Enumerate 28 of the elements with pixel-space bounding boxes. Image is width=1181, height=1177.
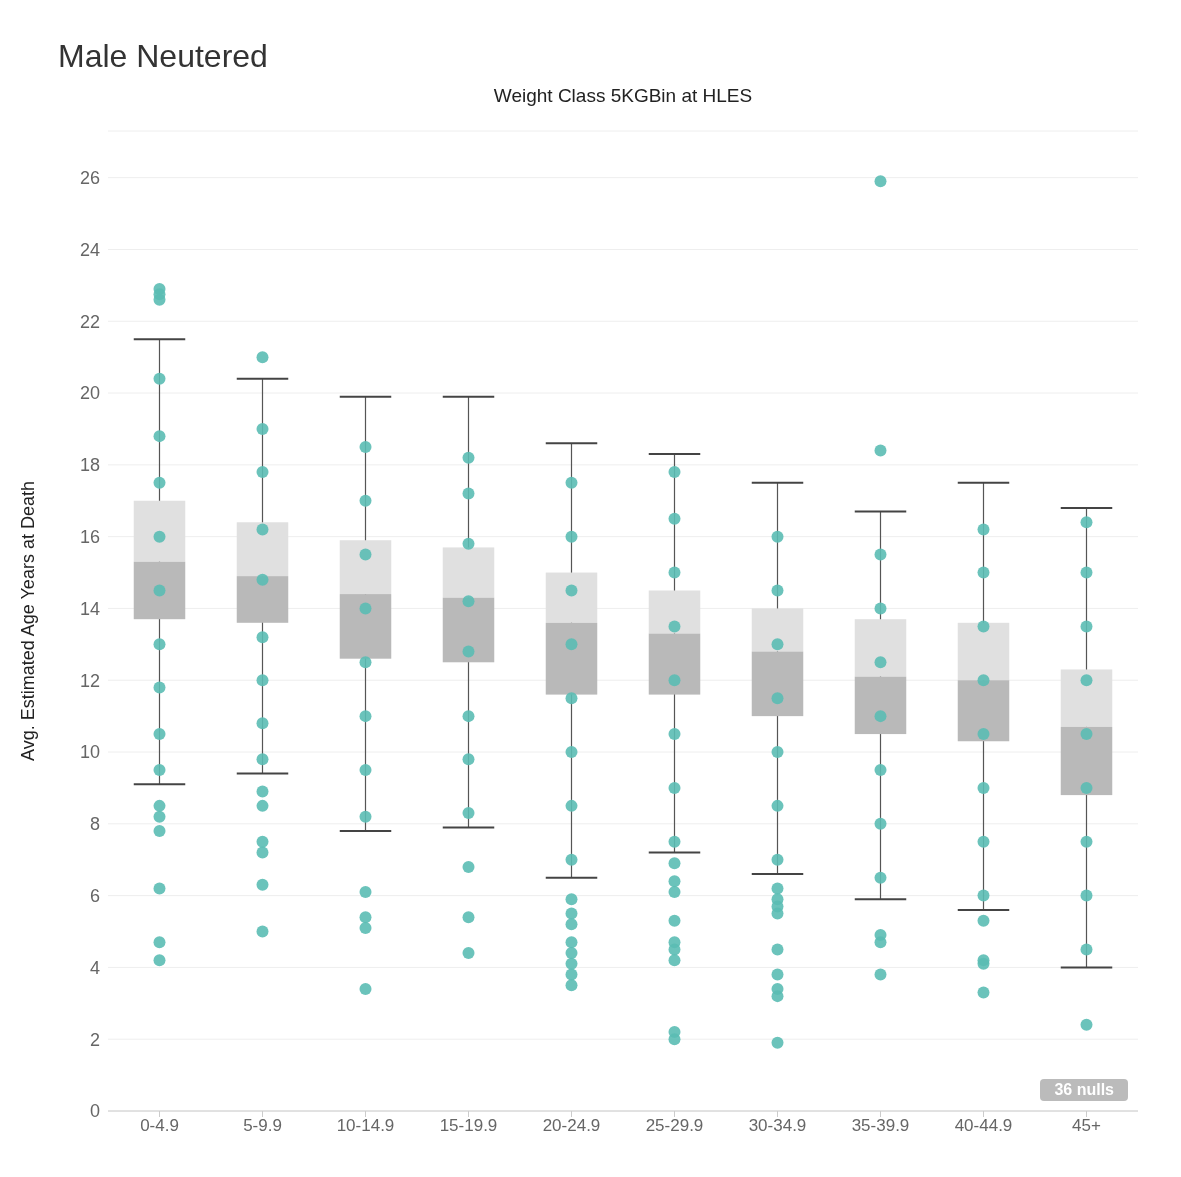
- x-tick-label: 45+: [1072, 1116, 1101, 1136]
- y-axis-title: Avg. Estimated Age Years at Death: [18, 481, 39, 761]
- y-tick-label: 16: [79, 527, 100, 548]
- x-tick-label: 25-29.9: [645, 1116, 704, 1136]
- y-tick-label: 12: [79, 670, 100, 691]
- x-tick-label: 30-34.9: [748, 1116, 807, 1136]
- x-tick-label: 35-39.9: [851, 1116, 910, 1136]
- y-tick-label: 26: [79, 168, 100, 189]
- y-tick-label: 8: [89, 814, 100, 835]
- x-tick-label: 5-9.9: [243, 1116, 282, 1136]
- chart-title: Male Neutered: [57, 37, 269, 76]
- y-tick-label: 22: [79, 311, 100, 332]
- y-tick-label: 0: [89, 1101, 100, 1122]
- x-axis-title: Weight Class 5KGBin at HLES: [492, 85, 754, 108]
- y-tick-label: 10: [79, 742, 100, 763]
- x-tick-label: 10-14.9: [336, 1116, 395, 1136]
- y-tick-label: 14: [79, 598, 100, 619]
- y-tick-label: 18: [79, 455, 100, 476]
- y-tick-label: 2: [89, 1029, 100, 1050]
- x-tick-label: 20-24.9: [542, 1116, 601, 1136]
- x-tick-label: 0-4.9: [140, 1116, 179, 1136]
- x-tick-label: 15-19.9: [439, 1116, 498, 1136]
- y-tick-label: 24: [79, 239, 100, 260]
- y-tick-label: 6: [89, 886, 100, 907]
- y-tick-label: 4: [89, 957, 100, 978]
- annotation: 36 nulls: [1040, 1079, 1128, 1101]
- x-tick-label: 40-44.9: [954, 1116, 1013, 1136]
- y-tick-label: 20: [79, 383, 100, 404]
